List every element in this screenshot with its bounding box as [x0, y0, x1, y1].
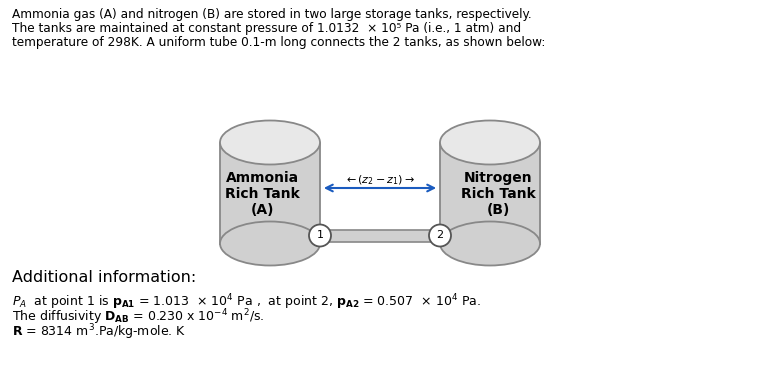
- Text: Rich Tank: Rich Tank: [461, 187, 535, 201]
- Polygon shape: [320, 229, 440, 242]
- Text: Rich Tank: Rich Tank: [224, 187, 299, 201]
- Text: The tanks are maintained at constant pressure of 1.0132  × 10⁵ Pa (i.e., 1 atm) : The tanks are maintained at constant pre…: [12, 22, 522, 35]
- Text: Ammonia gas (A) and nitrogen (B) are stored in two large storage tanks, respecti: Ammonia gas (A) and nitrogen (B) are sto…: [12, 8, 531, 21]
- Ellipse shape: [220, 222, 320, 265]
- Text: temperature of 298K. A uniform tube 0.1-m long connects the 2 tanks, as shown be: temperature of 298K. A uniform tube 0.1-…: [12, 36, 545, 49]
- Text: 1: 1: [317, 231, 324, 240]
- Text: Nitrogen: Nitrogen: [464, 171, 532, 185]
- Ellipse shape: [440, 222, 540, 265]
- Text: Ammonia: Ammonia: [225, 171, 299, 185]
- Text: The diffusivity $\mathbf{D_{AB}}$ = 0.230 x 10$^{-4}$ m$^2$/s.: The diffusivity $\mathbf{D_{AB}}$ = 0.23…: [12, 307, 265, 327]
- Ellipse shape: [440, 121, 540, 164]
- Text: (A): (A): [250, 203, 274, 217]
- Text: $P_A$  at point 1 is $\mathbf{p_{A1}}$ = 1.013  $\times$ 10$^4$ Pa ,  at point 2: $P_A$ at point 1 is $\mathbf{p_{A1}}$ = …: [12, 292, 481, 311]
- Text: (B): (B): [487, 203, 509, 217]
- Ellipse shape: [220, 121, 320, 164]
- Polygon shape: [220, 143, 320, 243]
- Ellipse shape: [309, 225, 331, 246]
- Text: $\leftarrow(z_2-z_1)\rightarrow$: $\leftarrow(z_2-z_1)\rightarrow$: [344, 174, 415, 187]
- Polygon shape: [440, 143, 540, 243]
- Text: $\mathbf{R}$ = 8314 m$^3$.Pa/kg-mole. K: $\mathbf{R}$ = 8314 m$^3$.Pa/kg-mole. K: [12, 322, 186, 342]
- Text: Additional information:: Additional information:: [12, 270, 196, 285]
- Text: 2: 2: [437, 231, 443, 240]
- Ellipse shape: [429, 225, 451, 246]
